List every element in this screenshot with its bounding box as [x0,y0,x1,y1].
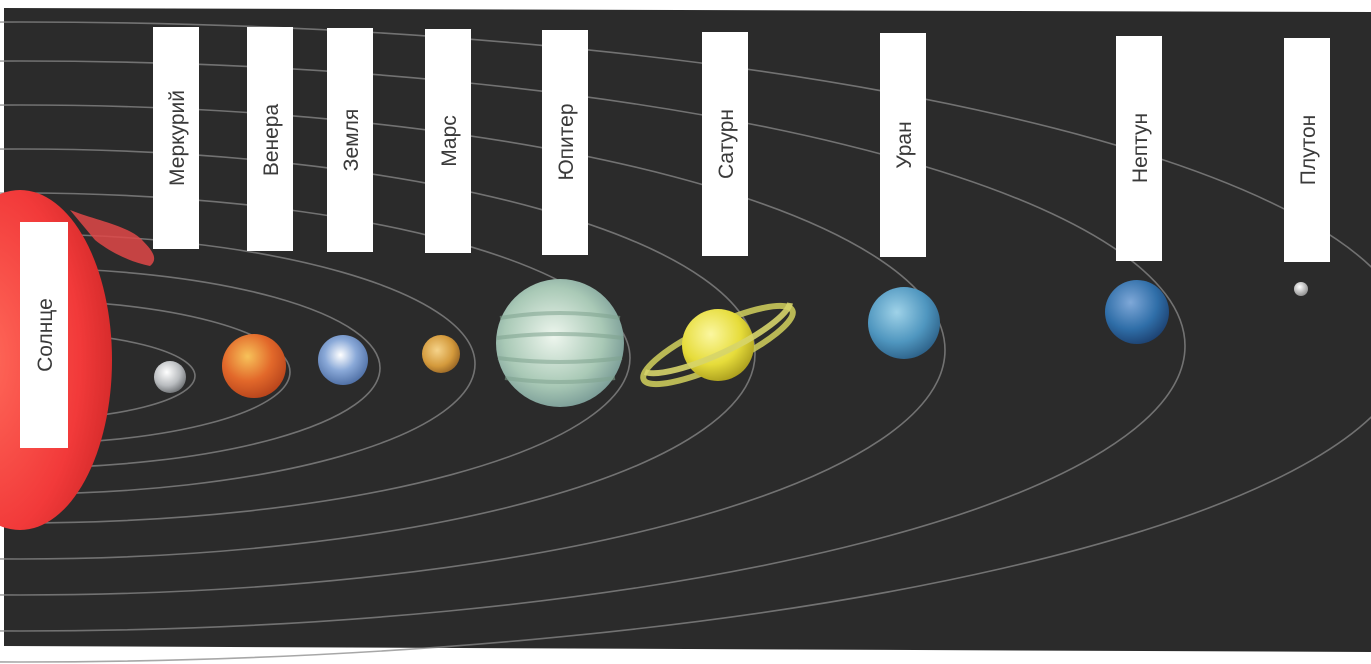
orbit-saturn [0,148,756,560]
label-sun-text: Солнце [34,298,57,372]
label-uranus: Уран [880,33,926,257]
orbit-pluto [0,21,1371,663]
label-venus: Венера [247,27,293,251]
label-sun: Солнце [20,222,68,448]
planet-pluto [1294,282,1308,296]
label-earth-text: Земля [340,109,363,171]
label-mercury-text: Меркурий [166,90,189,186]
label-pluto-text: Плутон [1297,115,1320,186]
label-earth: Земля [327,28,373,252]
planet-jupiter [496,279,624,407]
orbit-neptune [0,60,1186,632]
label-mars: Марс [425,29,471,253]
label-venus-text: Венера [260,104,283,177]
planet-neptune [1105,280,1169,344]
planet-mars [422,335,460,373]
label-jupiter: Юпитер [542,30,588,255]
label-pluto: Плутон [1284,38,1330,262]
planet-saturn [640,302,796,388]
label-jupiter-text: Юпитер [555,103,578,180]
solar-flare [70,210,155,266]
label-neptune-text: Нептун [1129,113,1152,183]
planet-mercury [154,361,186,393]
label-mars-text: Марс [438,115,461,167]
orbit-uranus [0,104,946,596]
label-neptune: Нептун [1116,36,1162,261]
planet-venus [222,334,286,398]
label-saturn-text: Сатурн [715,109,738,179]
label-saturn: Сатурн [702,32,748,256]
planet-earth [318,335,368,385]
label-mercury: Меркурий [153,27,199,249]
label-uranus-text: Уран [893,121,916,168]
planet-uranus [868,287,940,359]
